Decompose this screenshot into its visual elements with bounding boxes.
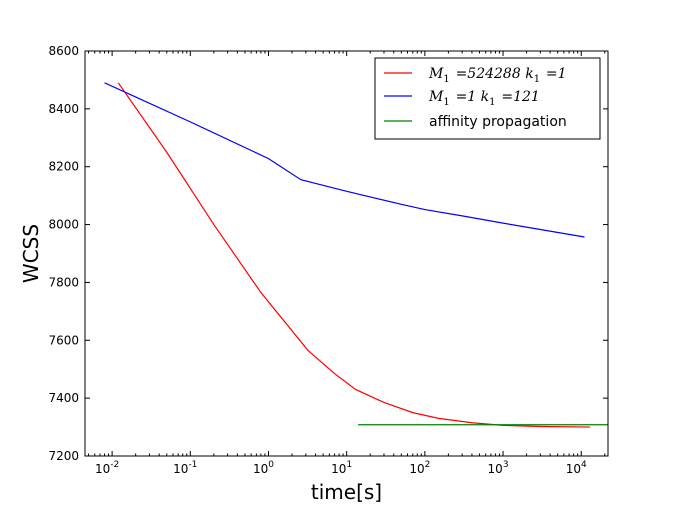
series-line-1 [104,82,585,238]
legend-label-2: affinity propagation [429,114,567,130]
x-tick-label: 100 [253,460,274,476]
y-tick-label: 7200 [48,449,79,463]
y-tick-label: 8200 [48,160,79,174]
y-tick-label: 7800 [48,275,79,289]
x-tick-label: 103 [488,460,509,476]
ticks-layer: 7200 7400 7600 7800 8000 8200 8400 8600 10-2 10-1… [48,44,608,476]
series-layer [104,82,608,428]
y-tick-label: 8400 [48,102,79,116]
y-tick-label: 8600 [48,44,79,58]
legend-label-0: M1 =524288 k1 =1 [428,66,567,85]
legend-frame [374,57,601,140]
legend: M1 =524288 k1 =1 M1 =1 k1 =121 affinity pr… [374,57,601,140]
x-axis-title: time[s] [311,480,382,504]
x-tick-label: 104 [566,460,587,476]
x-tick-label: 102 [409,460,430,476]
x-tick-label: 10-1 [173,460,197,476]
y-axis-title: WCSS [19,224,43,283]
x-tick-label: 101 [331,460,352,476]
legend-label-1: M1 =1 k1 =121 [428,89,540,108]
y-tick-label: 7400 [48,391,79,405]
y-tick-label: 7600 [48,333,79,347]
x-tick-label: 10-2 [95,460,119,476]
y-tick-label: 8000 [48,218,79,232]
